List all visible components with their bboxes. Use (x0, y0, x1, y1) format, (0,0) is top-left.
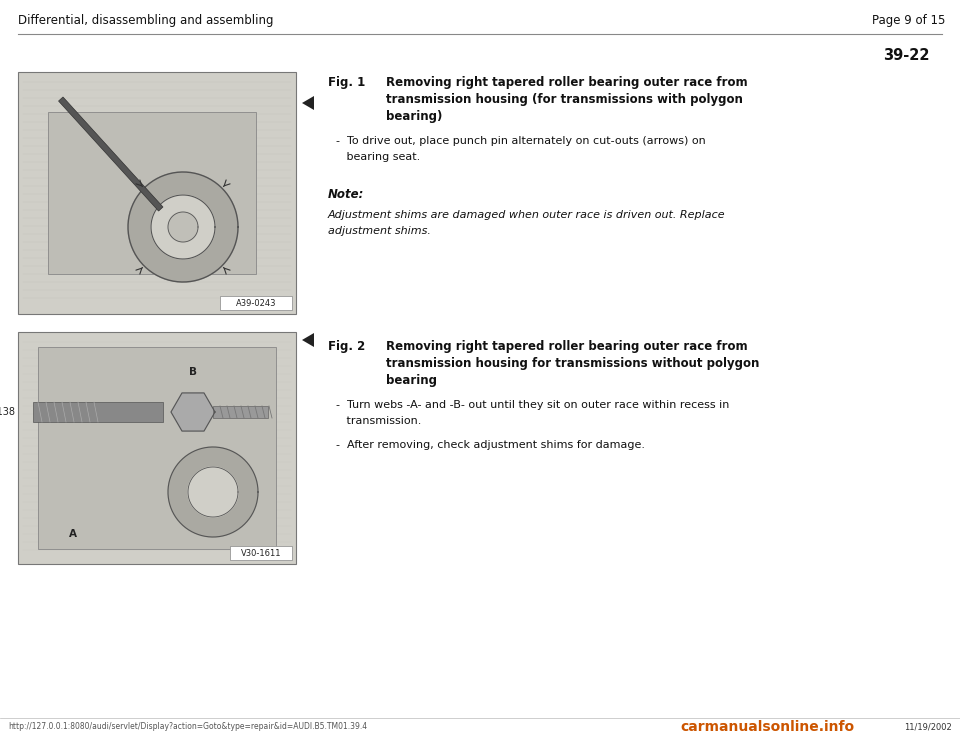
Text: bearing seat.: bearing seat. (336, 152, 420, 162)
Text: Fig. 2: Fig. 2 (328, 340, 365, 353)
Text: -  Turn webs -A- and -B- out until they sit on outer race within recess in: - Turn webs -A- and -B- out until they s… (336, 400, 730, 410)
Polygon shape (302, 96, 314, 110)
Polygon shape (171, 393, 215, 431)
Text: transmission housing for transmissions without polygon: transmission housing for transmissions w… (386, 357, 759, 370)
Bar (33, 402, 163, 422)
Text: 11/19/2002: 11/19/2002 (904, 722, 952, 731)
Polygon shape (151, 195, 215, 259)
Text: Page 9 of 15: Page 9 of 15 (872, 14, 945, 27)
Text: -  After removing, check adjustment shims for damage.: - After removing, check adjustment shims… (336, 440, 645, 450)
Bar (18, 72, 296, 314)
Polygon shape (59, 97, 163, 211)
Bar (48, 112, 256, 274)
Text: -3138: -3138 (0, 407, 16, 417)
Bar (230, 546, 292, 560)
Bar (18, 332, 296, 564)
Text: 39-22: 39-22 (883, 48, 930, 63)
Polygon shape (168, 212, 198, 242)
Text: Adjustment shims are damaged when outer race is driven out. Replace: Adjustment shims are damaged when outer … (328, 210, 726, 220)
Text: transmission housing (for transmissions with polygon: transmission housing (for transmissions … (386, 93, 743, 106)
Text: Fig. 1: Fig. 1 (328, 76, 365, 89)
Text: B: B (189, 367, 197, 377)
Text: A: A (69, 529, 77, 539)
Text: A39-0243: A39-0243 (236, 298, 276, 307)
Polygon shape (302, 333, 314, 347)
Text: transmission.: transmission. (336, 416, 421, 426)
Text: adjustment shims.: adjustment shims. (328, 226, 431, 236)
Text: V30-1611: V30-1611 (241, 548, 281, 557)
Text: carmanualsonline.info: carmanualsonline.info (680, 720, 854, 734)
Text: bearing): bearing) (386, 110, 443, 123)
Polygon shape (188, 467, 238, 517)
Text: Note:: Note: (328, 188, 365, 201)
Bar (220, 296, 292, 310)
Polygon shape (128, 172, 238, 282)
Text: Removing right tapered roller bearing outer race from: Removing right tapered roller bearing ou… (386, 76, 748, 89)
Bar (213, 406, 268, 418)
Text: -  To drive out, place punch pin alternately on cut-outs (arrows) on: - To drive out, place punch pin alternat… (336, 136, 706, 146)
Text: http://127.0.0.1:8080/audi/servlet/Display?action=Goto&type=repair&id=AUDI.B5.TM: http://127.0.0.1:8080/audi/servlet/Displ… (8, 722, 367, 731)
Text: bearing: bearing (386, 374, 437, 387)
Text: Removing right tapered roller bearing outer race from: Removing right tapered roller bearing ou… (386, 340, 748, 353)
Polygon shape (168, 447, 258, 537)
Bar (38, 347, 276, 549)
Text: Differential, disassembling and assembling: Differential, disassembling and assembli… (18, 14, 274, 27)
